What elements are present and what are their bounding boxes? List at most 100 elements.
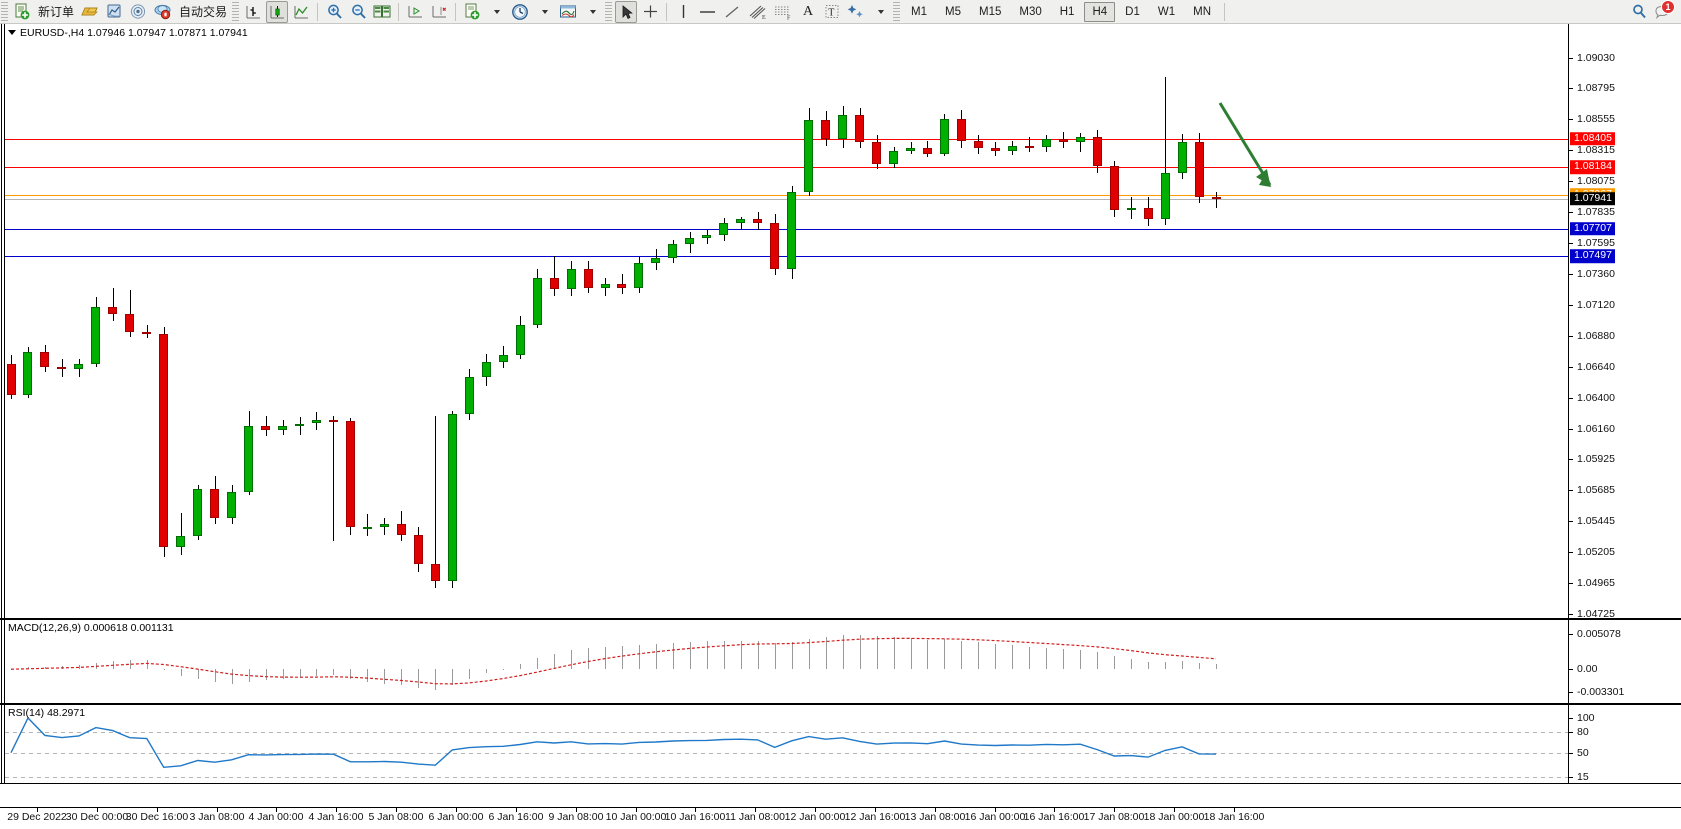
- price-level-chip[interactable]: 1.08184: [1570, 160, 1615, 175]
- equidistant-channel-icon[interactable]: E: [745, 1, 769, 23]
- time-axis[interactable]: 29 Dec 2022 30 Dec 00:00 30 Dec 16:00 3 Jan…: [0, 807, 1681, 829]
- template-icon[interactable]: [557, 1, 579, 23]
- time-tick: [456, 808, 457, 812]
- new-order-icon[interactable]: [11, 1, 33, 23]
- candle-body: [923, 148, 932, 154]
- bar-chart-icon[interactable]: [242, 1, 264, 23]
- macd-histogram-bar: [333, 669, 334, 676]
- tile-windows-icon[interactable]: [371, 1, 393, 23]
- timeframe-h1[interactable]: H1: [1059, 5, 1075, 18]
- zoom-out-icon[interactable]: [347, 1, 369, 23]
- price-level-chip[interactable]: 1.08405: [1570, 131, 1615, 146]
- text-icon[interactable]: A: [802, 3, 814, 19]
- timeframe-mn[interactable]: MN: [1193, 5, 1211, 18]
- search-icon[interactable]: [1628, 1, 1650, 23]
- price-level-line[interactable]: [5, 198, 1568, 200]
- rsi-line: [10, 716, 1217, 769]
- chart-area[interactable]: 1.09030 1.08795 1.08555 1.08315 1.08075 1.078…: [0, 24, 1681, 829]
- macd-pane[interactable]: 0.005078 0.00 -0.003301 MACD(12,26,9) 0.00…: [0, 619, 1681, 704]
- timeframe-w1[interactable]: W1: [1157, 5, 1176, 18]
- chart-shift-icon[interactable]: [404, 1, 426, 23]
- zoom-in-icon[interactable]: [323, 1, 345, 23]
- macd-header: MACD(12,26,9) 0.000618 0.001131: [8, 622, 174, 634]
- price-level-line[interactable]: [5, 195, 1568, 197]
- price-plot[interactable]: [0, 24, 1681, 618]
- price-tick-label: 1.05685: [1577, 483, 1615, 496]
- time-tick-label: 11 Jan 08:00: [725, 811, 785, 823]
- navigator-icon[interactable]: [127, 1, 149, 23]
- price-level-chip[interactable]: 1.07941: [1570, 191, 1615, 206]
- macd-tick-label: 0.00: [1577, 662, 1598, 675]
- price-level-chip[interactable]: 1.07497: [1570, 249, 1615, 263]
- new-order-label[interactable]: 新订单: [38, 5, 75, 19]
- horizontal-line-icon[interactable]: [696, 1, 719, 23]
- price-level-line[interactable]: [5, 138, 1568, 140]
- macd-histogram-bar: [639, 644, 640, 670]
- macd-histogram-bar: [452, 669, 453, 685]
- line-chart-icon[interactable]: [290, 1, 312, 23]
- fibonacci-icon[interactable]: F: [771, 1, 795, 23]
- timeframe-m30[interactable]: M30: [1019, 5, 1042, 18]
- auto-scroll-icon[interactable]: [428, 1, 450, 23]
- toolbar-grip-2[interactable]: [232, 1, 240, 22]
- macd-histogram-bar: [792, 642, 793, 670]
- toolbar-grip[interactable]: [1, 1, 8, 22]
- candle-wick: [181, 512, 182, 556]
- toolbar-grip-4[interactable]: [893, 1, 901, 22]
- new-chart-icon[interactable]: [461, 1, 483, 23]
- time-tick-label: 12 Jan 16:00: [844, 811, 906, 823]
- template-dropdown[interactable]: [581, 1, 603, 23]
- price-level-line[interactable]: [5, 228, 1568, 230]
- timeframe-d1[interactable]: D1: [1125, 5, 1140, 18]
- text-label-icon[interactable]: T: [821, 1, 843, 23]
- macd-histogram-bar: [249, 669, 250, 682]
- timeframe-h4[interactable]: H4: [1084, 1, 1116, 22]
- objects-dropdown[interactable]: [869, 1, 891, 23]
- down-trend-arrow-icon[interactable]: [1215, 99, 1285, 209]
- price-tick: [1569, 583, 1573, 584]
- trendline-icon[interactable]: [721, 1, 743, 23]
- cursor-icon[interactable]: [615, 0, 638, 23]
- macd-histogram-bar: [978, 642, 979, 670]
- timeframe-m1[interactable]: M1: [911, 5, 928, 18]
- candle-body: [702, 234, 711, 238]
- rsi-plot[interactable]: [0, 705, 1681, 783]
- price-level-line[interactable]: [5, 167, 1568, 169]
- macd-histogram-bar: [232, 669, 233, 684]
- objects-icon[interactable]: [845, 1, 867, 23]
- terminal-icon[interactable]: [103, 1, 125, 23]
- folder-icon[interactable]: [79, 1, 101, 23]
- time-tick: [695, 808, 696, 812]
- period-dropdown[interactable]: [533, 1, 555, 23]
- collapse-triangle-icon[interactable]: [8, 29, 16, 35]
- price-level-line[interactable]: [5, 255, 1568, 257]
- macd-histogram-bar: [79, 665, 80, 670]
- crosshair-icon[interactable]: [639, 1, 661, 23]
- autotrade-icon[interactable]: [151, 1, 174, 23]
- macd-plot[interactable]: [0, 620, 1681, 703]
- price-pane[interactable]: 1.09030 1.08795 1.08555 1.08315 1.08075 1.078…: [0, 24, 1681, 619]
- timeframe-m5[interactable]: M5: [945, 5, 961, 18]
- price-level-chip[interactable]: 1.07707: [1570, 222, 1615, 236]
- alerts-icon[interactable]: 1: [1651, 0, 1675, 23]
- macd-histogram-bar: [843, 635, 844, 670]
- price-tick: [1569, 181, 1573, 183]
- macd-histogram-bar: [1148, 661, 1149, 670]
- vertical-line-icon[interactable]: [672, 1, 694, 23]
- time-tick-label: 10 Jan 00:00: [605, 811, 667, 823]
- price-tick-label: 1.05925: [1577, 452, 1615, 465]
- price-tick-label: 1.05205: [1577, 545, 1615, 558]
- toolbar-grip-3[interactable]: [605, 1, 613, 22]
- candle-body: [329, 419, 338, 422]
- candle-wick: [333, 415, 334, 542]
- candle-body: [550, 277, 559, 290]
- timeframe-m15[interactable]: M15: [979, 5, 1002, 18]
- new-chart-dropdown[interactable]: [485, 1, 507, 23]
- autotrade-label[interactable]: 自动交易: [179, 5, 228, 19]
- candlestick-icon[interactable]: [266, 0, 289, 23]
- time-tick: [815, 808, 816, 812]
- rsi-pane[interactable]: 100 80 50 15 RSI(14) 48.2971: [0, 704, 1681, 784]
- time-tick: [97, 808, 98, 812]
- price-axis[interactable]: 1.09030 1.08795 1.08555 1.08315 1.08075 1.078…: [1568, 24, 1681, 619]
- period-icon[interactable]: [509, 1, 531, 23]
